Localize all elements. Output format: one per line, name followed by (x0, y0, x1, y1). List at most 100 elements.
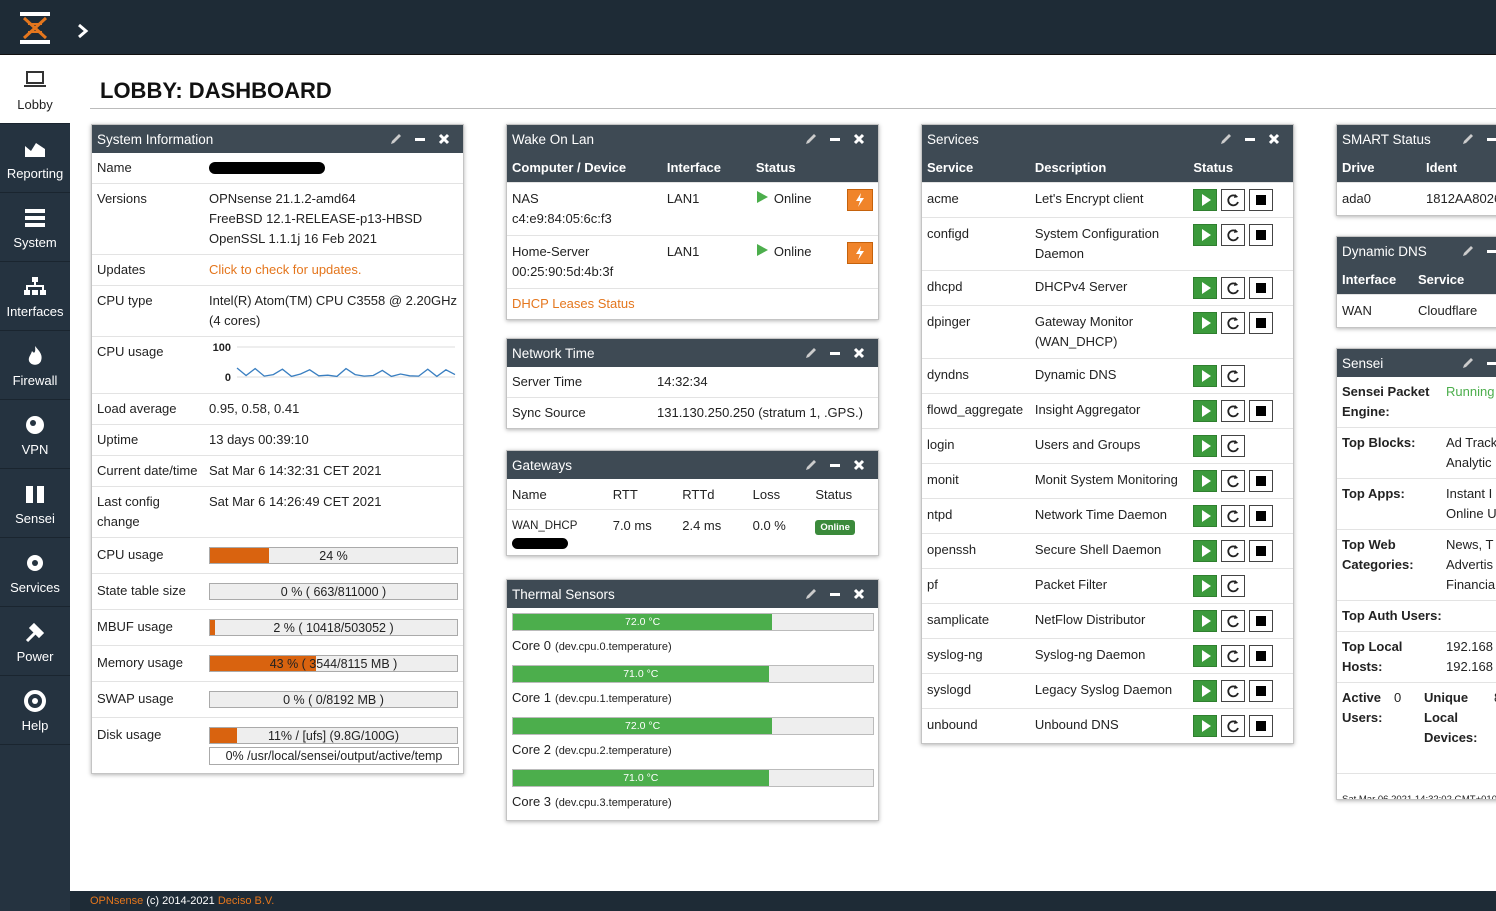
restart-icon (1227, 440, 1240, 453)
nav-item[interactable]: System (0, 193, 70, 262)
close-icon[interactable] (1267, 132, 1281, 146)
edit-icon[interactable] (389, 132, 403, 146)
restart-button[interactable] (1221, 680, 1246, 702)
restart-button[interactable] (1221, 312, 1246, 334)
icon-shape (1234, 229, 1239, 233)
edit-icon[interactable] (804, 132, 818, 146)
stop-button[interactable] (1249, 680, 1274, 702)
stop-button[interactable] (1249, 610, 1274, 632)
widget-header: System Information (92, 125, 463, 153)
service-description: Unbound DNS (1029, 708, 1189, 743)
update-link[interactable]: Click to check for updates. (209, 262, 362, 277)
nav-item[interactable]: Services (0, 538, 70, 607)
close-icon[interactable] (852, 458, 866, 472)
edit-icon[interactable] (804, 587, 818, 601)
nav-item[interactable]: VPN (0, 400, 70, 469)
nav-item[interactable]: Help (0, 676, 70, 745)
stop-button[interactable] (1249, 400, 1274, 422)
nav-label: Firewall (12, 373, 58, 388)
start-button[interactable] (1193, 645, 1218, 667)
stop-button[interactable] (1249, 540, 1274, 562)
start-button[interactable] (1193, 189, 1218, 211)
stop-button[interactable] (1249, 277, 1274, 299)
nav-item[interactable]: Power (0, 607, 70, 676)
restart-button[interactable] (1221, 540, 1246, 562)
restart-button[interactable] (1221, 470, 1246, 492)
minimize-icon[interactable] (828, 132, 842, 146)
start-button[interactable] (1193, 365, 1218, 387)
edit-icon[interactable] (1219, 132, 1233, 146)
start-button[interactable] (1193, 540, 1218, 562)
restart-button[interactable] (1221, 575, 1246, 597)
restart-button[interactable] (1221, 224, 1246, 246)
stop-button[interactable] (1249, 645, 1274, 667)
restart-button[interactable] (1221, 610, 1246, 632)
wake-button[interactable] (847, 242, 873, 264)
stop-button[interactable] (1249, 505, 1274, 527)
stop-icon (1256, 686, 1267, 696)
close-icon[interactable] (852, 346, 866, 360)
start-button[interactable] (1193, 715, 1218, 737)
restart-button[interactable] (1221, 715, 1246, 737)
close-icon[interactable] (852, 587, 866, 601)
start-button[interactable] (1193, 400, 1218, 422)
gateway-row: WAN_DHCP 7.0 ms 2.4 ms 0.0 % Online (507, 509, 878, 555)
minimize-icon[interactable] (828, 587, 842, 601)
restart-button[interactable] (1221, 645, 1246, 667)
stop-button[interactable] (1249, 189, 1274, 211)
restart-button[interactable] (1221, 189, 1246, 211)
start-button[interactable] (1193, 312, 1218, 334)
minimize-icon[interactable] (1485, 132, 1496, 146)
nav-item[interactable]: Sensei (0, 469, 70, 538)
stop-button[interactable] (1249, 470, 1274, 492)
edit-icon[interactable] (804, 458, 818, 472)
minimize-icon[interactable] (828, 346, 842, 360)
close-icon[interactable] (437, 132, 451, 146)
dhcp-link[interactable]: DHCP Leases Status (512, 296, 635, 311)
nav-item[interactable]: Interfaces (0, 262, 70, 331)
restart-button[interactable] (1221, 400, 1246, 422)
edit-icon[interactable] (804, 346, 818, 360)
stop-button[interactable] (1249, 224, 1274, 246)
stop-button[interactable] (1249, 312, 1274, 334)
stop-button[interactable] (1249, 715, 1274, 737)
minimize-icon[interactable] (413, 132, 427, 146)
icon-shape (806, 460, 816, 470)
minimize-icon[interactable] (828, 458, 842, 472)
start-button[interactable] (1193, 575, 1218, 597)
start-button[interactable] (1193, 505, 1218, 527)
start-button[interactable] (1193, 224, 1218, 246)
icon-shape (756, 191, 768, 203)
nav-item[interactable]: Lobby (0, 55, 70, 124)
info-row: Current date/time Sat Mar 6 14:32:31 CET … (92, 455, 463, 486)
start-button[interactable] (1193, 435, 1218, 457)
restart-button[interactable] (1221, 505, 1246, 527)
icon-shape (1227, 685, 1240, 698)
footer-company[interactable]: Deciso B.V. (217, 895, 275, 907)
start-button[interactable] (1193, 277, 1218, 299)
meter-text: 0 % ( 663/811000 ) (280, 585, 387, 599)
nav-item[interactable]: Firewall (0, 331, 70, 400)
restart-button[interactable] (1221, 277, 1246, 299)
start-button[interactable] (1193, 680, 1218, 702)
start-button[interactable] (1193, 470, 1218, 492)
widget-body: Name Versions OPNsense 21.1.2-amd64 FreeBSD… (92, 153, 463, 773)
sensor: 72.0 °C Core 2 (dev.cpu.2.temperature) (507, 712, 878, 764)
minimize-icon[interactable] (1485, 244, 1496, 258)
edit-icon[interactable] (1461, 244, 1475, 258)
edit-icon[interactable] (1461, 132, 1475, 146)
minimize-icon[interactable] (1485, 356, 1496, 370)
icon-shape (1227, 720, 1240, 733)
nav-item[interactable]: Reporting (0, 124, 70, 193)
restart-button[interactable] (1221, 435, 1246, 457)
icon-shape (32, 560, 38, 566)
edit-icon[interactable] (1461, 356, 1475, 370)
footer-brand[interactable]: OPNsense (90, 895, 144, 907)
expand-toggle[interactable] (76, 23, 90, 39)
close-icon[interactable] (852, 132, 866, 146)
start-button[interactable] (1193, 610, 1218, 632)
logo[interactable] (16, 8, 56, 48)
restart-button[interactable] (1221, 365, 1246, 387)
wake-button[interactable] (847, 189, 873, 211)
minimize-icon[interactable] (1243, 132, 1257, 146)
